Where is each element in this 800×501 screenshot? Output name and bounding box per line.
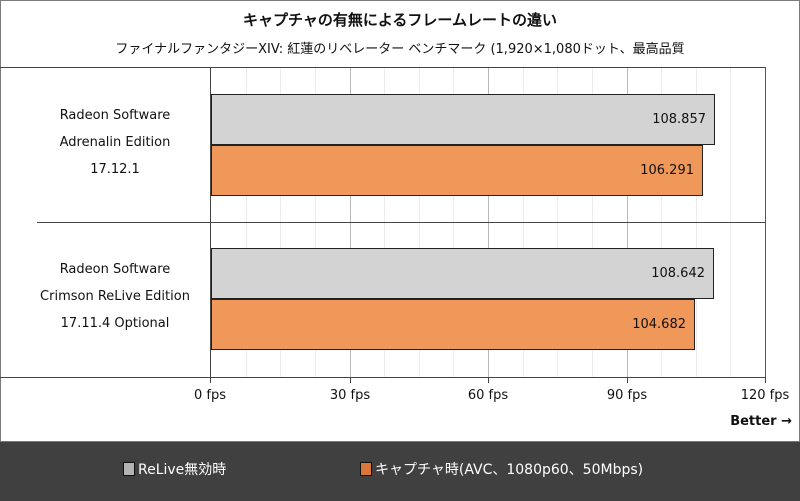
bar-relive-off-crimson: 108.642 [211,248,714,299]
x-tick [627,377,628,383]
legend-item-capture: キャプチャ時(AVC、1080p60、50Mbps) [360,459,643,479]
category-label-line: Radeon Software [59,108,171,123]
category-label-adrenalin: Radeon Software Adrenalin Edition 17.12.… [20,102,210,183]
category-label-line: 17.12.1 [90,162,140,177]
bar-capture-adrenalin: 106.291 [211,145,703,196]
plot-top-border [0,67,766,68]
x-tick-label: 30 fps [329,388,371,403]
x-tick [210,377,211,383]
category-bottom-border [0,377,211,378]
x-tick [765,377,766,383]
bar-value: 108.642 [651,266,705,281]
chart-title: キャプチャの有無によるフレームレートの違い [243,11,557,29]
legend: ReLive無効時 キャプチャ時(AVC、1080p60、50Mbps) [0,441,800,501]
bar-value: 106.291 [640,163,694,178]
category-label-line: Adrenalin Edition [59,135,171,150]
legend-swatch-gray [123,462,135,476]
bar-capture-crimson: 104.682 [211,299,695,350]
legend-label: ReLive無効時 [138,462,227,478]
chart-subtitle: ファイナルファンタジーXIV: 紅蓮のリベレーター ベンチマーク (1,920×… [115,42,685,57]
category-label-line: Crimson ReLive Edition [40,289,190,304]
x-tick-label: 120 fps [740,388,790,403]
legend-item-relive-off: ReLive無効時 [123,459,226,479]
x-tick [350,377,351,383]
x-tick-label: 60 fps [467,388,509,403]
category-label-crimson-relive: Radeon Software Crimson ReLive Edition 1… [20,256,210,337]
x-tick-label: 90 fps [606,388,648,403]
category-label-line: 17.11.4 Optional [60,316,170,331]
better-annotation: Better → [730,414,792,429]
x-tick [488,377,489,383]
bar-relive-off-adrenalin: 108.857 [211,94,715,145]
x-tick-label: 0 fps [193,388,226,403]
legend-label: キャプチャ時(AVC、1080p60、50Mbps) [375,462,644,478]
group-separator [37,222,766,223]
bar-value: 108.857 [652,112,706,127]
legend-swatch-orange [360,462,372,476]
category-label-line: Radeon Software [59,262,171,277]
bar-value: 104.682 [632,317,686,332]
